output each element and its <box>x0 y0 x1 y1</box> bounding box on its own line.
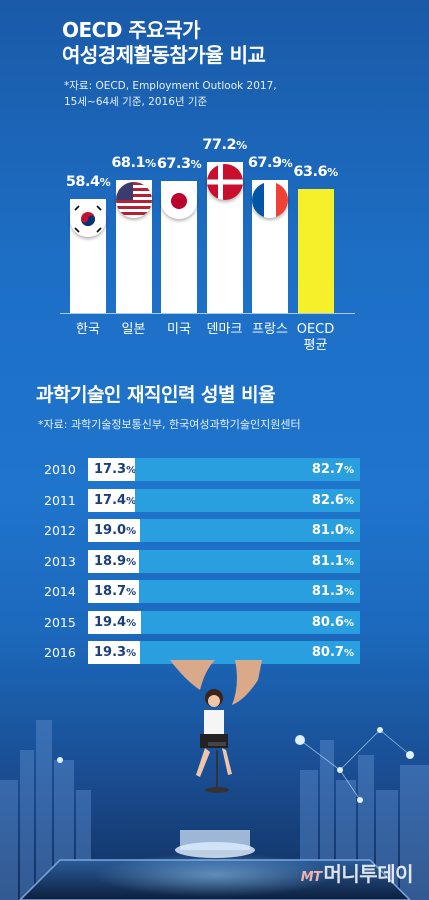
chart1-source-line1: *자료: OECD, Employment Outlook 2017, <box>64 80 277 92</box>
chart1-value-label: 58.4% <box>65 173 111 190</box>
chart2-year-label: 2013 <box>44 553 76 569</box>
chart2-women-bar: 19.3% <box>88 641 141 664</box>
chart2-men-bar: 80.6% <box>140 610 360 634</box>
chart1-title-line2: 여성경제활동참가율 비교 <box>62 43 266 67</box>
chart1-value-label: 77.2% <box>202 137 247 153</box>
chart1-baseline <box>60 313 355 314</box>
chart2-year-label: 2014 <box>44 584 76 599</box>
japan-flag-icon <box>161 183 197 220</box>
chart2-men-bar: 81.1% <box>139 549 360 573</box>
denmark-flag-icon <box>206 164 243 200</box>
france-flag-icon <box>252 182 288 219</box>
chart2-year-label: 2011 <box>44 492 76 508</box>
logo-mt: MT <box>300 870 322 885</box>
illustration-tablet-scene <box>0 660 429 900</box>
chart1-category-label: 프랑스 <box>252 322 288 337</box>
chart2-women-bar: 18.7% <box>88 580 139 603</box>
chart2-source: *자료: 과학기술정보통신부, 한국여성과학기술인지원센터 <box>38 418 301 431</box>
chart1-category-label: 덴마크 <box>206 322 243 337</box>
korea-flag-icon <box>70 200 106 237</box>
chart1-category-label: OECD 평균 <box>296 322 335 353</box>
chart2-year-label: 2016 <box>44 645 76 660</box>
chart2-women-bar: 18.9% <box>88 549 140 573</box>
usa-flag-icon <box>115 181 152 218</box>
chart2-women-bar: 17.3% <box>88 458 136 481</box>
chart1-value-label: 67.3% <box>156 156 202 173</box>
chart1-value-label: 68.1% <box>111 154 156 171</box>
chart1-value-label: 63.6% <box>293 163 338 180</box>
chart1-source: *자료: OECD, Employment Outlook 2017, 15세~… <box>64 78 277 110</box>
chart1-title-line1: OECD 주요국가 <box>62 18 201 42</box>
chart1-bar <box>297 188 334 313</box>
chart2-year-label: 2012 <box>44 523 76 538</box>
chart2-title: 과학기술인 재직인력 성별 비율 <box>36 384 276 406</box>
chart2-women-bar: 19.4% <box>88 610 141 634</box>
moneytoday-logo: MT 머니투데이 <box>300 858 414 887</box>
chart2-women-bar: 19.0% <box>88 519 140 542</box>
chart2-year-label: 2015 <box>44 614 76 630</box>
chart1-title: OECD 주요국가 여성경제활동참가율 비교 <box>62 18 266 68</box>
chart1-source-line2: 15세~64세 기준, 2016년 기준 <box>64 96 208 108</box>
chart1-category-label: 일본 <box>121 322 146 337</box>
chart2-women-bar: 17.4% <box>88 488 136 512</box>
chart2-men-bar: 82.6% <box>135 488 360 512</box>
chart2-men-bar: 82.7% <box>135 458 360 481</box>
chart2-year-label: 2010 <box>44 462 76 477</box>
chart1-category-label: 미국 <box>167 322 191 337</box>
logo-text: 머니투데이 <box>323 862 414 886</box>
chart2-men-bar: 80.7% <box>140 641 360 664</box>
chart1-value-label: 67.9% <box>247 155 293 172</box>
chart2-men-bar: 81.3% <box>138 580 360 603</box>
chart1-category-label: 한국 <box>76 322 100 337</box>
chart2-men-bar: 81.0% <box>139 519 360 542</box>
